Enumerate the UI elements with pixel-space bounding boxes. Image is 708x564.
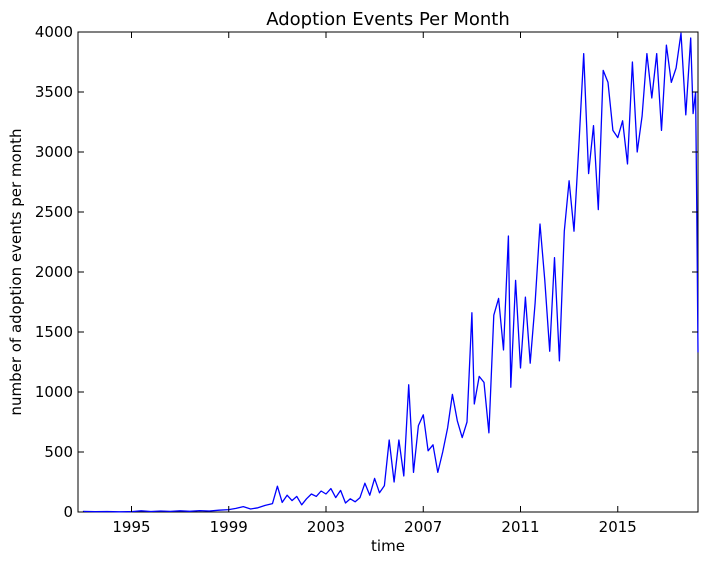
series-line-0 [82,32,699,513]
x-tick-label: 2007 [404,518,442,536]
y-tick-label: 3000 [35,143,73,161]
x-tick-label: 1999 [210,518,248,536]
x-axis-ticks: 1995 1999 2003 2007 2011 2015 [112,32,637,536]
x-tick-label: 2015 [599,518,637,536]
series-layer [82,32,699,513]
y-tick-label: 0 [63,503,73,521]
y-tick-label: 1000 [35,383,73,401]
y-tick-label: 3500 [35,83,73,101]
x-axis-label: time [371,537,405,555]
y-axis-label: number of adoption events per month [7,128,25,415]
y-tick-label: 1500 [35,323,73,341]
y-axis-ticks: 0 500 1000 1500 2000 2500 3000 3500 4000 [35,23,698,521]
chart-title: Adoption Events Per Month [266,9,510,30]
y-tick-label: 2000 [35,263,73,281]
x-tick-label: 2003 [307,518,345,536]
y-tick-label: 500 [44,443,73,461]
y-tick-label: 2500 [35,203,73,221]
x-tick-label: 1995 [112,518,150,536]
x-tick-label: 2011 [501,518,539,536]
y-tick-label: 4000 [35,23,73,41]
